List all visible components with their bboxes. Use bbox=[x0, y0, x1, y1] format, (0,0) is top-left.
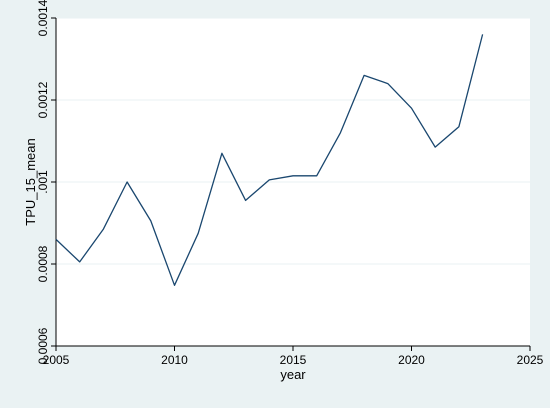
y-tick-label: 0.0014 bbox=[36, 0, 50, 36]
x-tick-label: 2010 bbox=[161, 353, 188, 367]
y-axis: 0.0006 0.0008 .001 0.0012 0.0014 bbox=[36, 0, 56, 364]
y-axis-title: TPU_15_mean bbox=[23, 138, 38, 225]
x-tick-label: 2025 bbox=[517, 353, 544, 367]
x-tick-label: 2020 bbox=[398, 353, 425, 367]
x-tick-label: 2015 bbox=[280, 353, 307, 367]
y-tick-label: .001 bbox=[36, 170, 50, 194]
y-tick-label: 0.0006 bbox=[36, 327, 50, 364]
x-axis-title: year bbox=[280, 367, 306, 382]
y-tick-label: 0.0008 bbox=[36, 245, 50, 282]
y-tick-label: 0.0012 bbox=[36, 81, 50, 118]
